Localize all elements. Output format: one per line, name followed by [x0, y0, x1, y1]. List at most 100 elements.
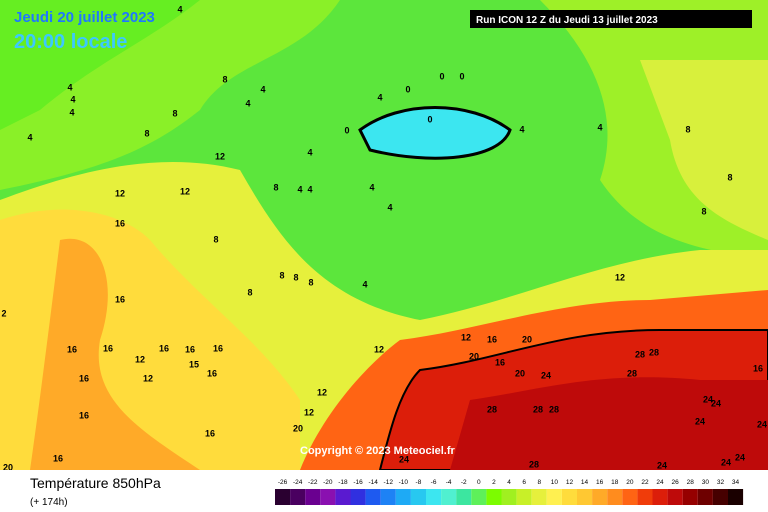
legend-label: -12 [384, 479, 394, 486]
legend-swatch [516, 489, 532, 505]
legend-label: 2 [492, 479, 496, 486]
contour-label: 16 [495, 357, 505, 367]
contour-label: 0 [459, 71, 464, 81]
contour-label: 8 [279, 270, 284, 280]
contour-label: 28 [649, 347, 659, 357]
legend-label: 12 [566, 479, 574, 486]
legend-swatch [275, 489, 291, 505]
legend-label: 34 [732, 479, 740, 486]
legend-swatch [456, 489, 472, 505]
contour-label: 28 [635, 349, 645, 359]
legend-swatch [577, 489, 593, 505]
contour-label: 12 [180, 186, 190, 196]
legend-swatch [607, 489, 623, 505]
legend-label: 6 [522, 479, 526, 486]
contour-label: 16 [79, 410, 89, 420]
contour-label: 8 [247, 287, 252, 297]
legend-label: -26 [278, 479, 288, 486]
legend-label: 26 [672, 479, 680, 486]
legend-swatch [305, 489, 321, 505]
contour-label: 4 [177, 4, 182, 14]
contour-label: 24 [657, 460, 667, 470]
contour-label: 16 [213, 343, 223, 353]
legend-swatch [501, 489, 517, 505]
legend-swatch [486, 489, 502, 505]
contour-label: 8 [172, 108, 177, 118]
contour-label: 16 [185, 344, 195, 354]
contour-label: 28 [529, 459, 539, 469]
legend-label: -6 [431, 479, 437, 486]
legend-swatch [728, 489, 744, 505]
legend-label: -24 [293, 479, 303, 486]
contour-label: 0 [427, 114, 432, 124]
contour-label: 8 [273, 182, 278, 192]
legend-label: 24 [656, 479, 664, 486]
legend-label: 30 [702, 479, 710, 486]
contour-label: 2 [1, 308, 6, 318]
region-cold [358, 106, 512, 160]
legend-label: 4 [507, 479, 511, 486]
contour-label: 20 [469, 351, 479, 361]
contour-label: 28 [549, 404, 559, 414]
contour-label: 4 [67, 82, 72, 92]
contour-label: 16 [79, 373, 89, 383]
legend-swatch [395, 489, 411, 505]
contour-label: 16 [205, 428, 215, 438]
contour-label: 20 [3, 462, 13, 472]
legend-label: -18 [338, 479, 348, 486]
date: Jeudi 20 juillet 2023 [14, 9, 155, 26]
contour-label: 24 [721, 457, 731, 467]
contour-label: 4 [519, 124, 524, 134]
contour-label: 12 [317, 387, 327, 397]
contour-label: 4 [387, 202, 392, 212]
region-darkest [450, 377, 768, 470]
contour-label: 16 [67, 344, 77, 354]
legend-label: -4 [446, 479, 452, 486]
contour-label: 4 [597, 122, 602, 132]
contour-label: 4 [307, 184, 312, 194]
contour-label: 16 [115, 294, 125, 304]
legend-label: 28 [687, 479, 695, 486]
contour-label: 28 [533, 404, 543, 414]
contour-label: 12 [304, 407, 314, 417]
contour-label: 12 [143, 373, 153, 383]
legend-label: -2 [461, 479, 467, 486]
legend-swatch [561, 489, 577, 505]
legend-label: -22 [308, 479, 318, 486]
legend-swatch [335, 489, 351, 505]
legend-label: -14 [368, 479, 378, 486]
contour-label: 8 [222, 74, 227, 84]
contour-label: 28 [627, 368, 637, 378]
legend-label: -8 [416, 479, 422, 486]
legend-swatch [546, 489, 562, 505]
contour-label: 15 [189, 359, 199, 369]
contour-label: 8 [293, 272, 298, 282]
contour-label: 16 [53, 453, 63, 463]
contour-label: 12 [135, 354, 145, 364]
contour-label: 12 [115, 188, 125, 198]
legend-label: 18 [611, 479, 619, 486]
run-box [470, 10, 752, 28]
contour-label: 8 [308, 277, 313, 287]
legend-label: 20 [626, 479, 634, 486]
legend-label: 32 [717, 479, 725, 486]
contour-label: 4 [245, 98, 250, 108]
footer-title: Température 850hPa [30, 475, 161, 491]
contour-label: 12 [461, 332, 471, 342]
legend-swatch [697, 489, 713, 505]
legend-swatch [290, 489, 306, 505]
region-orange [30, 238, 200, 470]
legend-swatch [712, 489, 728, 505]
legend-swatch [652, 489, 668, 505]
legend-swatch [426, 489, 442, 505]
contour-label: 4 [260, 84, 265, 94]
contour-label: 24 [541, 370, 551, 380]
run-info: Run ICON 12 Z du Jeudi 13 juillet 2023 [476, 15, 658, 26]
legend-swatch [682, 489, 698, 505]
legend-swatch [410, 489, 426, 505]
contour-label: 4 [307, 147, 312, 157]
legend-swatch [531, 489, 547, 505]
contour-label: 24 [757, 419, 767, 429]
legend-swatch [380, 489, 396, 505]
